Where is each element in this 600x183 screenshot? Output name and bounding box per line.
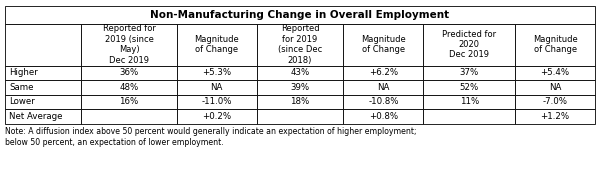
Bar xyxy=(82,80,177,94)
Bar xyxy=(177,23,257,66)
Text: 18%: 18% xyxy=(290,97,310,106)
Bar xyxy=(423,80,515,94)
Text: -7.0%: -7.0% xyxy=(542,97,568,106)
Text: +5.4%: +5.4% xyxy=(541,68,569,77)
Bar xyxy=(343,80,423,94)
Text: Magnitude
of Change: Magnitude of Change xyxy=(194,35,239,54)
Bar xyxy=(343,23,423,66)
Text: 16%: 16% xyxy=(119,97,139,106)
Bar xyxy=(5,23,82,66)
Bar xyxy=(423,66,515,80)
Bar xyxy=(82,94,177,109)
Text: +0.2%: +0.2% xyxy=(202,112,231,121)
Text: 11%: 11% xyxy=(460,97,479,106)
Bar xyxy=(177,66,257,80)
Bar xyxy=(5,6,595,23)
Text: Predicted for
2020
Dec 2019: Predicted for 2020 Dec 2019 xyxy=(442,30,496,59)
Text: -11.0%: -11.0% xyxy=(202,97,232,106)
Bar xyxy=(177,80,257,94)
Bar xyxy=(515,109,595,124)
Text: +1.2%: +1.2% xyxy=(541,112,569,121)
Bar xyxy=(343,109,423,124)
Bar xyxy=(82,23,177,66)
Text: 52%: 52% xyxy=(460,83,479,92)
Bar xyxy=(257,109,343,124)
Bar xyxy=(5,109,82,124)
Bar xyxy=(5,66,82,80)
Bar xyxy=(515,23,595,66)
Text: Higher: Higher xyxy=(9,68,38,77)
Bar xyxy=(423,109,515,124)
Text: 36%: 36% xyxy=(119,68,139,77)
Text: Lower: Lower xyxy=(9,97,35,106)
Bar xyxy=(82,66,177,80)
Text: NA: NA xyxy=(549,83,561,92)
Text: 43%: 43% xyxy=(290,68,310,77)
Text: 39%: 39% xyxy=(290,83,310,92)
Text: 37%: 37% xyxy=(460,68,479,77)
Text: Magnitude
of Change: Magnitude of Change xyxy=(361,35,406,54)
Bar xyxy=(515,94,595,109)
Bar xyxy=(515,80,595,94)
Text: Net Average: Net Average xyxy=(9,112,62,121)
Bar xyxy=(5,80,82,94)
Text: Note: A diffusion index above 50 percent would generally indicate an expectation: Note: A diffusion index above 50 percent… xyxy=(5,128,416,147)
Bar xyxy=(343,66,423,80)
Bar xyxy=(343,94,423,109)
Bar xyxy=(257,94,343,109)
Text: Reported
for 2019
(since Dec
2018): Reported for 2019 (since Dec 2018) xyxy=(278,24,322,65)
Bar xyxy=(257,66,343,80)
Text: NA: NA xyxy=(377,83,389,92)
Text: Magnitude
of Change: Magnitude of Change xyxy=(533,35,577,54)
Bar xyxy=(257,80,343,94)
Text: +6.2%: +6.2% xyxy=(369,68,398,77)
Text: +5.3%: +5.3% xyxy=(202,68,231,77)
Text: +0.8%: +0.8% xyxy=(369,112,398,121)
Bar xyxy=(423,23,515,66)
Text: Non-Manufacturing Change in Overall Employment: Non-Manufacturing Change in Overall Empl… xyxy=(151,10,449,20)
Bar xyxy=(82,109,177,124)
Text: NA: NA xyxy=(211,83,223,92)
Bar xyxy=(423,94,515,109)
Text: Reported for
2019 (since
May)
Dec 2019: Reported for 2019 (since May) Dec 2019 xyxy=(103,24,155,65)
Text: 48%: 48% xyxy=(119,83,139,92)
Bar xyxy=(177,109,257,124)
Bar xyxy=(5,94,82,109)
Bar xyxy=(257,23,343,66)
Bar xyxy=(515,66,595,80)
Text: Same: Same xyxy=(9,83,34,92)
Text: -10.8%: -10.8% xyxy=(368,97,398,106)
Bar xyxy=(177,94,257,109)
